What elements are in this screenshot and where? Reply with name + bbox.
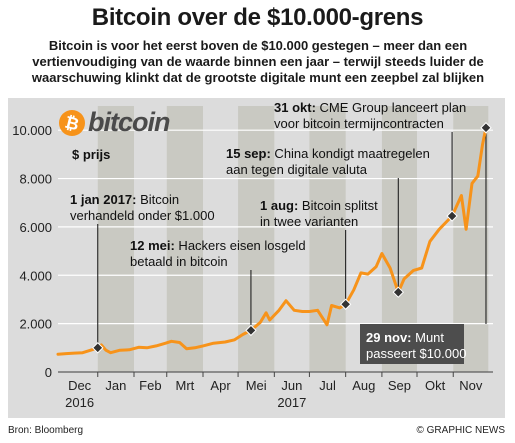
grid-lines bbox=[58, 129, 493, 373]
annotation-line-2: betaald in bitcoin bbox=[130, 254, 228, 269]
annotation-line-1: Bitcoin splitst bbox=[298, 198, 378, 213]
x-tick-label: Feb bbox=[139, 378, 161, 393]
annotation-text: 1 jan 2017: Bitcoin verhandeld onder $1.0… bbox=[70, 192, 215, 223]
annotation-text: 12 mei: Hackers eisen losgeld betaald in … bbox=[130, 238, 306, 269]
annotation-date: 1 jan 2017: bbox=[70, 192, 137, 207]
x-tick-year-label: 2017 bbox=[277, 395, 306, 410]
annotation-text: 15 sep: China kondigt maatregelen aan teg… bbox=[226, 146, 430, 177]
event-markers bbox=[92, 122, 492, 354]
y-tick-label: 2.000 bbox=[19, 317, 52, 332]
y-tick-label: 8.000 bbox=[19, 172, 52, 187]
source-note: Bron: Bloomberg bbox=[8, 425, 84, 436]
event-marker bbox=[480, 122, 492, 134]
x-tick-label: Aug bbox=[352, 378, 375, 393]
price-line bbox=[56, 126, 488, 356]
annotation-labels: 1 jan 2017: Bitcoin verhandeld onder $1.0… bbox=[70, 100, 466, 364]
y-axis-labels: 0 2.000 4.000 6.000 8.000 10.000 bbox=[12, 123, 52, 380]
page-title: Bitcoin over de $10.000-grens bbox=[91, 4, 424, 31]
annotation-date: 1 aug: bbox=[260, 198, 298, 213]
annotation-date: 12 mei: bbox=[130, 238, 175, 253]
bitcoin-coin-icon bbox=[59, 110, 85, 136]
month-band-jan bbox=[97, 106, 135, 372]
annotation-line-1: Bitcoin bbox=[137, 192, 180, 207]
event-marker bbox=[339, 298, 352, 310]
event-marker bbox=[446, 210, 458, 222]
x-tick-label: Dec bbox=[68, 378, 92, 393]
annotation-line-2: in twee varianten bbox=[260, 214, 358, 229]
month-band-jul bbox=[309, 106, 346, 372]
bitcoin-logo: ₿ bitcoin bbox=[59, 107, 171, 137]
x-tick-label: Okt bbox=[425, 378, 446, 393]
y-tick-label: 6.000 bbox=[19, 220, 52, 235]
annotation-text: 1 aug: Bitcoin splitst in twee varianten bbox=[260, 198, 378, 229]
x-tick-label: Jul bbox=[319, 378, 336, 393]
annotation-text: 31 okt: CME Group lanceert plan voor bitc… bbox=[274, 100, 466, 131]
event-marker bbox=[245, 324, 257, 337]
annotation-date: 31 okt: bbox=[274, 100, 316, 115]
y-axis-title: $ prijs bbox=[72, 147, 110, 162]
annotation-line-2: passeert $10.000 bbox=[366, 346, 466, 361]
x-tick-label: Apr bbox=[210, 378, 231, 393]
annotation-line-2: aan tegen digitale valuta bbox=[226, 162, 368, 177]
x-tick-label: Mei bbox=[246, 378, 267, 393]
annotation-text: 29 nov: Munt passeert $10.000 bbox=[366, 330, 466, 361]
chart-panel: 0 2.000 4.000 6.000 8.000 10.000 Dec 2016 Jan Fe… bbox=[8, 98, 505, 418]
annotation-line-1: Munt bbox=[412, 330, 445, 345]
y-tick-label: 4.000 bbox=[19, 268, 52, 283]
annotation-line-2: verhandeld onder $1.000 bbox=[70, 208, 215, 223]
x-tick-label: Nov bbox=[459, 378, 483, 393]
x-tick-label: Jan bbox=[105, 378, 126, 393]
x-tick-label: Sep bbox=[388, 378, 411, 393]
annotation-line-1: China kondigt maatregelen bbox=[271, 146, 430, 161]
page-subtitle: Bitcoin is voor het eerst boven de $10.0… bbox=[31, 38, 485, 85]
x-tick-label: Mrt bbox=[175, 378, 194, 393]
annotation-leaders bbox=[97, 127, 487, 348]
bitcoin-wordmark: bitcoin bbox=[88, 107, 170, 137]
y-tick-label: 0 bbox=[45, 365, 52, 380]
x-tick-label: Jun bbox=[281, 378, 302, 393]
bitcoin-symbol: ₿ bbox=[63, 113, 81, 135]
annotation-line-1: CME Group lanceert plan bbox=[316, 100, 466, 115]
event-marker bbox=[92, 342, 104, 354]
annotation-line-2: voor bitcoin termijncontracten bbox=[274, 116, 444, 131]
price-chart: 0 2.000 4.000 6.000 8.000 10.000 Dec 2016 Jan Fe… bbox=[12, 100, 493, 410]
annotation-date: 15 sep: bbox=[226, 146, 271, 161]
x-tick-year-label: 2016 bbox=[65, 395, 94, 410]
month-band-mrt bbox=[166, 106, 203, 372]
callout-box bbox=[360, 324, 464, 364]
credit-note: © GRAPHIC NEWS bbox=[416, 425, 506, 436]
event-marker bbox=[392, 286, 404, 298]
x-axis-labels: Dec 2016 Jan Feb Mrt Apr Mei Jun 2017 Jul Aug Sep Ok… bbox=[65, 372, 483, 410]
annotation-date: 29 nov: bbox=[366, 330, 412, 345]
y-tick-label: 10.000 bbox=[12, 123, 52, 138]
annotation-line-1: Hackers eisen losgeld bbox=[175, 238, 306, 253]
